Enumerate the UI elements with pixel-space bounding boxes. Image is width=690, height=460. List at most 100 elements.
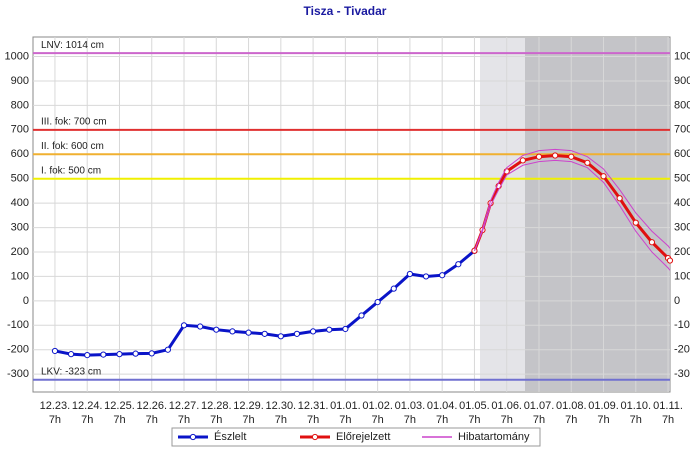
- y2-tick-label: 100: [674, 270, 690, 282]
- x-tick-label: 12.29.: [233, 400, 264, 412]
- x-tick-sublabel: 7h: [436, 414, 448, 426]
- legend-label: Észlelt: [214, 430, 246, 443]
- data-point: [342, 325, 349, 333]
- data-point: [632, 219, 639, 226]
- data-point: [51, 347, 59, 355]
- x-tick-label: 12.28.: [201, 400, 232, 412]
- data-point: [326, 326, 333, 333]
- x-tick-sublabel: 7h: [468, 414, 480, 426]
- data-point: [229, 328, 236, 335]
- x-tick-label: 01.03.: [395, 400, 426, 412]
- threshold-label: LNV: 1014 cm: [41, 40, 104, 51]
- forecast-zone-far: [525, 38, 670, 391]
- legend: [171, 427, 541, 447]
- x-tick-label: 01.09.: [588, 400, 619, 412]
- y2-tick-label: 400: [674, 197, 690, 209]
- data-point: [148, 350, 155, 357]
- y-tick-label: 100: [11, 270, 29, 282]
- legend-label: Hibatartomány: [458, 431, 530, 443]
- x-tick-sublabel: 7h: [501, 414, 513, 426]
- x-tick-label: 01.05.: [459, 400, 490, 412]
- x-tick-label: 12.26.: [136, 400, 167, 412]
- x-tick-label: 01.04.: [427, 400, 458, 412]
- x-tick-label: 01.08.: [556, 400, 587, 412]
- x-tick-sublabel: 7h: [597, 414, 609, 426]
- x-tick-label: 01.06.: [491, 400, 522, 412]
- x-tick-sublabel: 7h: [565, 414, 577, 426]
- threshold-label: III. fok: 700 cm: [41, 116, 107, 127]
- x-tick-label: 12.30.: [266, 400, 297, 412]
- threshold-label: II. fok: 600 cm: [41, 141, 104, 152]
- y2-tick-label: 300: [674, 221, 690, 233]
- data-point: [197, 323, 204, 330]
- data-point: [422, 273, 430, 280]
- x-tick-label: 01.10.: [620, 400, 651, 412]
- y2-tick-label: -100: [674, 319, 690, 331]
- data-point: [67, 351, 75, 358]
- y-tick-label: 700: [11, 124, 29, 136]
- legend-marker: [189, 433, 197, 441]
- data-point: [374, 298, 381, 306]
- y-tick-label: -300: [7, 368, 29, 380]
- x-tick-sublabel: 7h: [81, 414, 93, 426]
- x-tick-label: 01.11.: [653, 400, 683, 412]
- x-tick-sublabel: 7h: [404, 414, 416, 426]
- data-point: [358, 312, 365, 319]
- data-point: [180, 322, 188, 329]
- data-point: [568, 153, 575, 160]
- x-tick-sublabel: 7h: [178, 414, 190, 426]
- data-point: [116, 351, 123, 358]
- x-tick-sublabel: 7h: [533, 414, 545, 426]
- x-tick-label: 12.23.: [40, 400, 71, 412]
- y2-tick-label: 1000: [674, 50, 690, 62]
- error-band-lower: [473, 159, 671, 271]
- x-tick-sublabel: 7h: [275, 414, 287, 426]
- x-tick-label: 12.25.: [104, 400, 135, 412]
- data-point: [519, 157, 526, 164]
- data-point: [277, 333, 284, 340]
- y-tick-label: 600: [11, 148, 29, 160]
- data-point: [309, 328, 317, 335]
- x-tick-label: 12.31.: [298, 400, 329, 412]
- data-point: [390, 285, 397, 292]
- x-tick-label: 12.24.: [72, 400, 103, 412]
- data-point: [261, 330, 268, 337]
- data-point: [535, 153, 543, 160]
- x-tick-label: 01.01.: [330, 400, 361, 412]
- y-tick-label: 200: [11, 246, 29, 258]
- data-point: [600, 173, 607, 180]
- y-tick-label: 500: [11, 173, 29, 185]
- data-point: [213, 326, 220, 333]
- y2-tick-label: 600: [674, 148, 690, 160]
- data-point: [293, 330, 301, 337]
- data-point: [648, 239, 656, 246]
- x-tick-label: 12.27.: [169, 400, 200, 412]
- data-point: [616, 195, 623, 202]
- x-tick-sublabel: 7h: [339, 414, 351, 426]
- x-tick-sublabel: 7h: [372, 414, 384, 426]
- x-tick-sublabel: 7h: [307, 414, 319, 426]
- data-point: [164, 346, 171, 353]
- x-tick-sublabel: 7h: [242, 414, 254, 426]
- y-tick-label: 1000: [5, 50, 29, 62]
- data-point: [439, 272, 446, 279]
- x-tick-label: 01.07.: [524, 400, 555, 412]
- y2-tick-label: 0: [674, 295, 680, 307]
- y-tick-label: 800: [11, 99, 29, 111]
- y-tick-label: 400: [11, 197, 29, 209]
- data-point: [666, 257, 674, 264]
- x-tick-sublabel: 7h: [146, 414, 158, 426]
- data-point: [455, 261, 462, 268]
- legend-marker: [311, 433, 319, 441]
- y2-tick-label: -200: [674, 344, 690, 356]
- data-point: [100, 351, 107, 358]
- x-tick-sublabel: 7h: [49, 414, 61, 426]
- y-tick-label: 300: [11, 221, 29, 233]
- data-point: [552, 152, 559, 159]
- x-tick-label: 01.02.: [362, 400, 393, 412]
- legend-label: Előrejelzett: [336, 431, 390, 443]
- series-line: [473, 153, 672, 262]
- y2-tick-label: 900: [674, 75, 690, 87]
- y2-tick-label: 500: [674, 173, 690, 185]
